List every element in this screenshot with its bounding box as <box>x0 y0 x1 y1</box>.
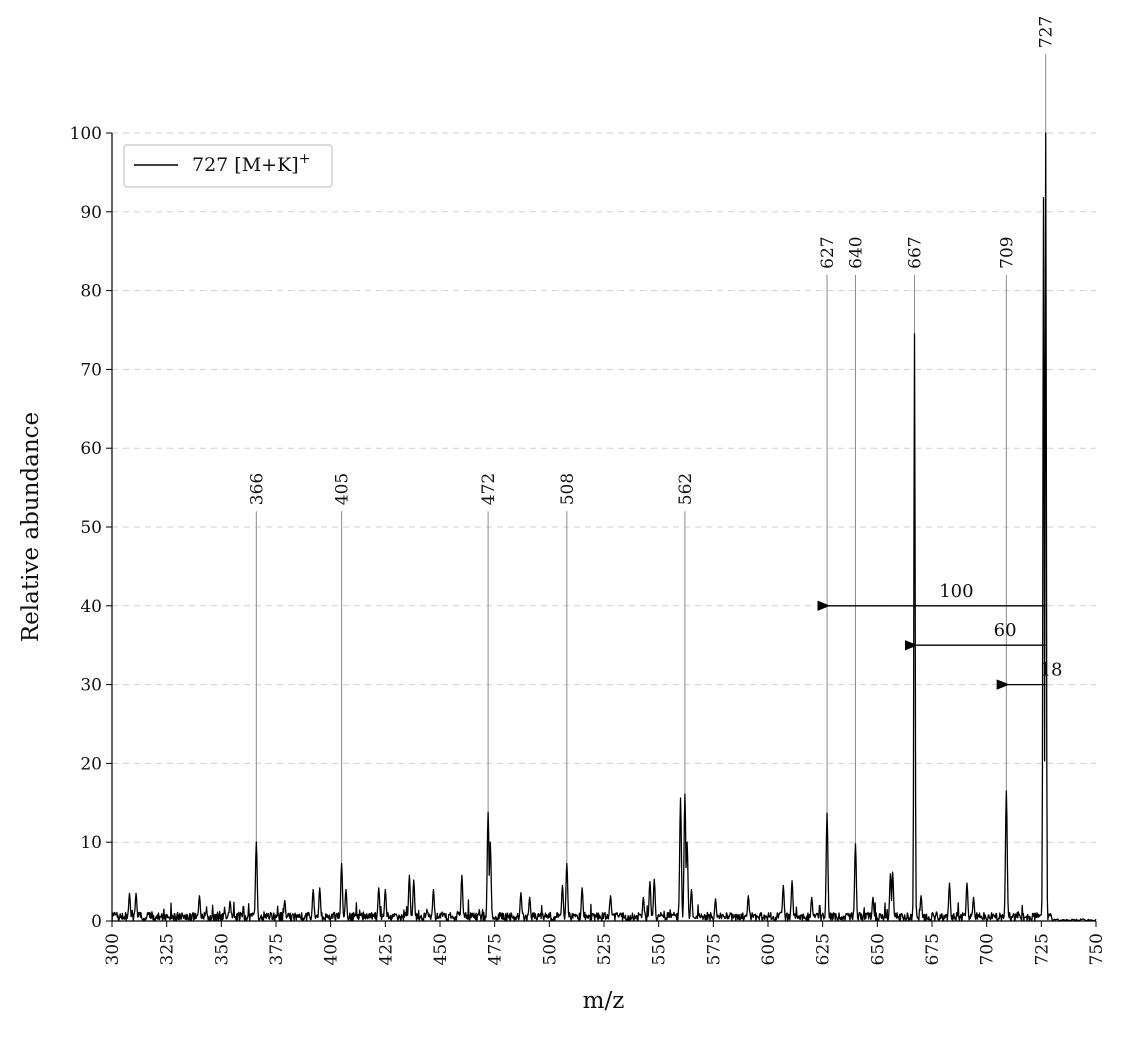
spectrum-series-727 <box>111 132 1097 922</box>
y-tick-label: 90 <box>80 203 102 223</box>
x-tick-label: 525 <box>595 933 615 965</box>
legend-entry-label: 727 [M+K]+ <box>192 151 310 176</box>
peak-label: 640 <box>846 236 866 268</box>
axes: 0 10 20 30 40 50 60 70 80 90 100 300 325 350 375 400 425… <box>70 124 1107 965</box>
y-tick-label: 10 <box>80 833 102 853</box>
y-tick-label: 50 <box>80 518 102 538</box>
x-tick-label: 350 <box>212 933 232 965</box>
peak-guide-lines <box>255 54 1047 864</box>
peak-labels: 366 405 472 508 562 627 640 667 709 727 <box>247 16 1056 505</box>
y-tick-label: 80 <box>80 282 102 302</box>
x-tick-label: 325 <box>158 933 178 965</box>
legend-entry-text: 727 [M+K] <box>192 154 299 176</box>
peak-label: 508 <box>558 473 578 505</box>
x-tick-label: 575 <box>704 933 724 965</box>
x-tick-label: 600 <box>759 933 779 965</box>
x-tick-label: 400 <box>322 933 342 965</box>
x-tick-label: 700 <box>978 933 998 965</box>
neutral-loss-label: 60 <box>994 620 1017 641</box>
x-tick-label: 675 <box>923 933 943 965</box>
x-tick-label: 625 <box>814 933 834 965</box>
peak-label: 727 <box>1037 16 1057 48</box>
neutral-loss-arrows: 100 60 18 <box>817 581 1063 690</box>
legend-box <box>123 144 333 188</box>
x-tick-label: 750 <box>1087 933 1107 965</box>
y-tick-label: 20 <box>80 754 102 774</box>
x-tick-label: 650 <box>868 933 888 965</box>
x-axis-title: m/z <box>583 988 625 1014</box>
y-tick-label: 70 <box>80 360 102 380</box>
peak-label: 709 <box>997 236 1017 268</box>
legend-entry-superscript: + <box>299 151 311 167</box>
spectrum-trace <box>111 132 1097 922</box>
x-tick-label: 725 <box>1032 933 1052 965</box>
peak-label: 667 <box>906 236 926 268</box>
legend: 727 [M+K]+ <box>123 144 333 188</box>
x-tick-label: 500 <box>540 933 560 965</box>
peak-label: 627 <box>818 236 838 268</box>
y-tick-label: 0 <box>91 912 102 932</box>
peak-label: 366 <box>247 473 267 505</box>
x-tick-label: 375 <box>267 933 287 965</box>
peak-label: 562 <box>676 473 696 505</box>
y-tick-label: 60 <box>80 439 102 459</box>
y-tick-label: 30 <box>80 676 102 696</box>
x-tick-label: 475 <box>486 933 506 965</box>
y-axis-title: Relative abundance <box>18 412 44 642</box>
y-tick-label: 40 <box>80 597 102 617</box>
x-tick-label: 300 <box>103 933 123 965</box>
peak-label: 472 <box>479 473 499 505</box>
x-tick-label: 550 <box>650 933 670 965</box>
x-tick-label: 450 <box>431 933 451 965</box>
peak-label: 405 <box>333 473 353 505</box>
neutral-loss-label: 18 <box>1040 660 1063 681</box>
x-tick-label: 425 <box>376 933 396 965</box>
neutral-loss-label: 100 <box>939 581 973 602</box>
y-tick-label: 100 <box>70 124 102 144</box>
